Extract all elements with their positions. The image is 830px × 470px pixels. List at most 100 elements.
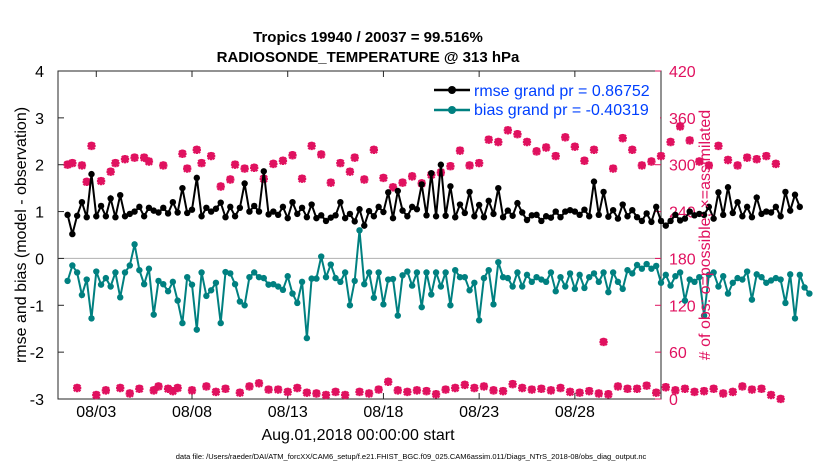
rmse-point [504, 207, 512, 214]
bias-point [365, 269, 373, 276]
obs-assimilated-marker [738, 382, 747, 391]
bias-point [375, 269, 382, 276]
rmse-point [385, 189, 392, 196]
bias-point [633, 261, 641, 269]
obs-assimilated-marker [594, 389, 603, 398]
obs-assimilated-marker [479, 382, 489, 391]
rmse-point [763, 208, 770, 215]
rmse-point [705, 203, 713, 211]
legend-bias-marker [448, 106, 456, 114]
obs-assimilated-marker [431, 390, 441, 399]
rmse-point [514, 199, 521, 207]
obs-assimilated-marker [551, 151, 560, 161]
obs-assimilated-marker [642, 381, 651, 390]
rmse-point [327, 214, 334, 221]
rmse-point [217, 199, 224, 206]
rmse-point [696, 210, 703, 218]
obs-assimilated-marker [518, 383, 527, 393]
rmse-point [662, 222, 669, 229]
rmse-point [715, 189, 722, 196]
obs-assimilated-marker [144, 157, 154, 166]
obs-assimilated-marker [604, 390, 613, 399]
obs-assimilated-marker [288, 151, 297, 160]
rmse-point [432, 213, 440, 220]
rmse-point [203, 204, 210, 212]
bias-point [461, 273, 468, 281]
obs-assimilated-marker [599, 337, 608, 347]
bias-point [557, 273, 564, 281]
obs-assimilated-marker [350, 153, 359, 162]
obs-assimilated-marker [307, 141, 316, 151]
obs-assimilated-marker [695, 157, 704, 166]
obs-assimilated-marker [101, 386, 111, 395]
obs-assimilated-marker [671, 386, 680, 395]
obs-assimilated-marker [541, 143, 551, 152]
obs-assimilated-marker [546, 386, 556, 395]
obs-assimilated-marker [618, 134, 627, 143]
obs-assimilated-marker [474, 158, 484, 168]
bias-point [662, 271, 669, 279]
obs-assimilated-marker [407, 172, 417, 181]
bias-point [696, 273, 703, 281]
legend: rmse grand pr = 0.86752 bias grand pr = … [424, 80, 660, 120]
obs-assimilated-marker [570, 142, 580, 151]
obs-assimilated-marker [503, 126, 513, 135]
obs-assimilated-marker [245, 382, 254, 391]
obs-assimilated-marker [441, 385, 450, 394]
rmse-point [399, 207, 406, 214]
bias-point [538, 276, 545, 283]
rmse-point [605, 213, 612, 220]
bias-point [581, 284, 588, 292]
rmse-point [595, 211, 602, 219]
obs-assimilated-marker [522, 137, 532, 147]
rmse-point [552, 208, 559, 215]
bias-point [504, 274, 512, 282]
bias-point [351, 277, 358, 285]
bias-point [748, 296, 756, 303]
bias-point [667, 282, 674, 289]
rmse-point [370, 213, 378, 220]
bias-point [423, 269, 430, 276]
obs-assimilated-marker [508, 380, 517, 389]
obs-count-markers [63, 122, 785, 404]
bias-point [566, 270, 574, 277]
bias-point [184, 273, 191, 281]
obs-assimilated-marker [675, 122, 685, 131]
rmse-point [64, 211, 71, 219]
obs-assimilated-marker [632, 384, 642, 394]
obs-assimilated-marker [613, 382, 623, 391]
rmse-point [408, 203, 416, 211]
obs-assimilated-marker [235, 388, 245, 397]
rmse-point [207, 208, 215, 215]
obs-assimilated-marker [240, 164, 249, 173]
rmse-point [404, 213, 411, 220]
obs-assimilated-marker [623, 384, 632, 394]
obs-assimilated-marker [690, 387, 699, 397]
bias-point [466, 287, 473, 294]
rmse-point [753, 194, 760, 201]
obs-assimilated-marker [747, 385, 757, 394]
bias-point [188, 281, 196, 288]
bias-point [174, 297, 181, 304]
rmse-point [796, 203, 803, 211]
obs-assimilated-marker [77, 161, 87, 170]
bias-point [150, 311, 157, 318]
rmse-point [571, 208, 579, 215]
obs-assimilated-marker [412, 386, 422, 395]
rmse-point [480, 213, 488, 221]
rmse-point [471, 213, 478, 220]
obs-assimilated-marker [498, 387, 508, 396]
bias-point [155, 277, 162, 285]
bias-point [112, 269, 119, 276]
rmse-point [160, 204, 167, 212]
obs-assimilated-marker [278, 156, 288, 165]
bias-point [73, 269, 81, 276]
obs-assimilated-marker [216, 182, 225, 191]
rmse-point [442, 212, 449, 219]
obs-assimilated-marker [766, 390, 776, 400]
rmse-point [538, 217, 545, 225]
rmse-point [251, 202, 258, 210]
obs-assimilated-marker [183, 164, 192, 173]
bias-point [629, 270, 636, 277]
obs-assimilated-marker [116, 383, 125, 393]
